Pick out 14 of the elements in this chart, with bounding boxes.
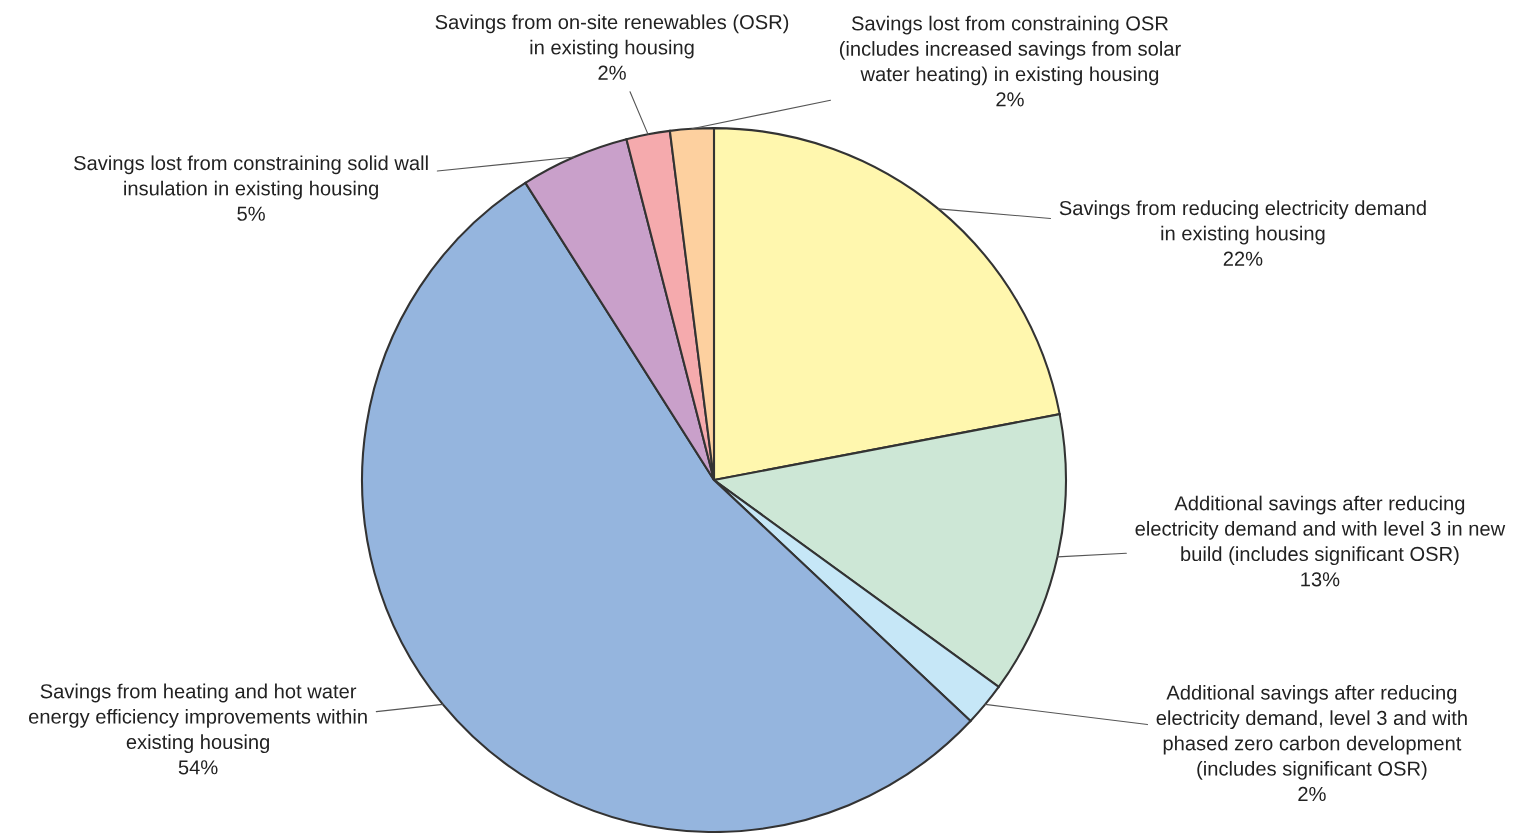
- slice-label: Savings lost from constraining solid wall insulation in existing housing: [74, 155, 428, 200]
- data-label: 5%: [237, 206, 265, 221]
- slice-label: Savings lost from constraining OSR (includes increased savings from solar water heating) in existing housing: [839, 15, 1181, 86]
- slice-label: Savings from reducing electricity demand in existing housing: [1059, 200, 1426, 245]
- data-label: 13%: [1301, 572, 1340, 587]
- data-label: 2%: [598, 65, 626, 80]
- slice-label: Additional savings after reducing electricity demand, level 3 and with phased zero carbon development (includes significant OSR): [1156, 684, 1467, 780]
- slice-label: Additional savings after reducing electricity demand and with level 3 in new build (includes significant OSR): [1135, 495, 1506, 566]
- slice-label: Savings from on-site renewables (OSR) in existing housing: [435, 14, 789, 59]
- data-label: 2%: [1298, 786, 1326, 802]
- slice-label: Savings from heating and hot water energy efficiency improvements within existing housing: [28, 683, 367, 754]
- data-label: 22%: [1223, 251, 1263, 266]
- data-label: 2%: [996, 92, 1024, 107]
- data-label: 54%: [178, 760, 218, 775]
